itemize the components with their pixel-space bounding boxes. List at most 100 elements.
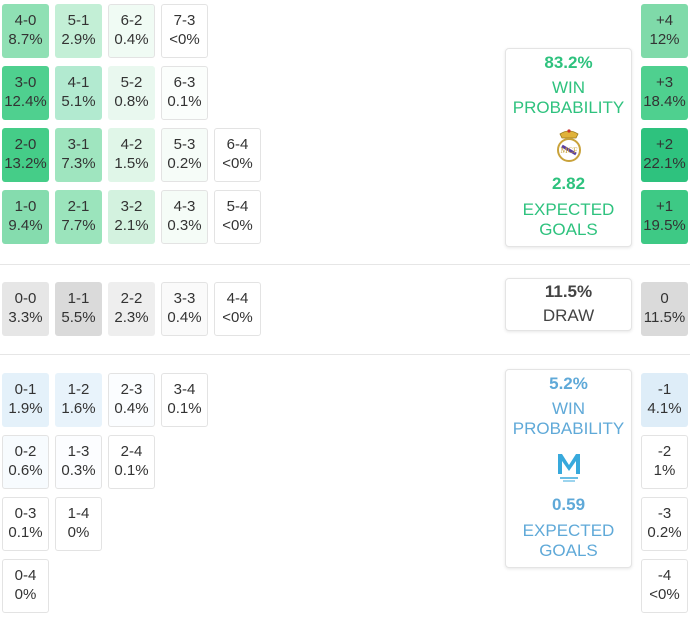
score-label: -3: [657, 505, 672, 523]
score-label: +3: [655, 74, 674, 92]
score-probability: 1%: [653, 462, 676, 479]
margin-cell: -2 1%: [641, 435, 688, 489]
score-label: 7-3: [173, 12, 196, 30]
score-label: 4-1: [67, 74, 90, 92]
score-label: 0-2: [14, 443, 37, 461]
score-label: 3-0: [14, 74, 37, 92]
score-cell: 5-4 <0%: [214, 190, 261, 244]
score-cell: 5-2 0.8%: [108, 66, 155, 120]
home-xg-value: 2.82: [551, 173, 586, 193]
score-label: 3-4: [173, 381, 196, 399]
score-probability: 7.7%: [61, 217, 96, 234]
score-probability: 22.1%: [643, 155, 686, 172]
score-probability: <0%: [222, 155, 253, 172]
score-label: 3-1: [67, 136, 90, 154]
score-label: 5-4: [226, 198, 249, 216]
score-label: +4: [655, 12, 674, 30]
score-label: 0-3: [14, 505, 37, 523]
score-cell: 1-2 1.6%: [55, 373, 102, 427]
score-probability: 1.5%: [114, 155, 149, 172]
margin-cell: 0 11.5%: [641, 282, 688, 336]
score-probability: 0.1%: [8, 524, 43, 541]
score-probability: 0.2%: [647, 524, 682, 541]
score-label: 2-1: [67, 198, 90, 216]
score-cell: 0-4 0%: [2, 559, 49, 613]
score-probability: 8.7%: [8, 31, 43, 48]
score-cell: 2-0 13.2%: [2, 128, 49, 182]
away-xg-label: EXPECTED GOALS: [523, 521, 615, 562]
score-probability: 5.5%: [61, 309, 96, 326]
score-label: 4-3: [173, 198, 196, 216]
score-label: 0: [660, 290, 669, 308]
score-probability: 0.1%: [114, 462, 149, 479]
divider-home-draw: [0, 264, 690, 265]
score-label: 1-0: [14, 198, 37, 216]
score-label: 5-2: [120, 74, 143, 92]
margin-cell: -3 0.2%: [641, 497, 688, 551]
score-cell: 0-1 1.9%: [2, 373, 49, 427]
score-probability: 2.1%: [114, 217, 149, 234]
score-probability: 5.1%: [61, 93, 96, 110]
score-label: 5-1: [67, 12, 90, 30]
score-cell: 4-4 <0%: [214, 282, 261, 336]
score-cell: 2-2 2.3%: [108, 282, 155, 336]
divider-draw-away: [0, 354, 690, 355]
score-label: -4: [657, 567, 672, 585]
away-xg-value: 0.59: [551, 494, 586, 514]
home-summary-card: 83.2% WIN PROBABILITY MCF 2.82 EXPECTED …: [505, 48, 632, 247]
score-label: 4-2: [120, 136, 143, 154]
score-label: -1: [657, 381, 672, 399]
score-cell: 2-3 0.4%: [108, 373, 155, 427]
score-label: 1-2: [67, 381, 90, 399]
home-win-pct: 83.2%: [544, 53, 593, 72]
score-probability: <0%: [649, 586, 680, 603]
score-probability: 0.4%: [114, 400, 149, 417]
score-probability: 0.3%: [167, 217, 202, 234]
score-probability: 9.4%: [8, 217, 43, 234]
score-probability: <0%: [222, 217, 253, 234]
score-label: 6-4: [226, 136, 249, 154]
margin-cell: -4 <0%: [641, 559, 688, 613]
score-probability: <0%: [169, 31, 200, 48]
score-cell: 6-2 0.4%: [108, 4, 155, 58]
score-probability: 12.4%: [4, 93, 47, 110]
home-win-label: WIN PROBABILITY: [513, 78, 624, 119]
draw-label: DRAW: [542, 306, 595, 326]
marseille-crest-icon: [554, 448, 584, 489]
score-cell: 4-2 1.5%: [108, 128, 155, 182]
score-label: 3-2: [120, 198, 143, 216]
score-cell: 0-3 0.1%: [2, 497, 49, 551]
score-probability: 7.3%: [61, 155, 96, 172]
home-xg-label: EXPECTED GOALS: [523, 200, 615, 241]
score-cell: 3-4 0.1%: [161, 373, 208, 427]
score-label: 2-0: [14, 136, 37, 154]
score-label: 4-0: [14, 12, 37, 30]
draw-pct: 11.5%: [544, 282, 593, 302]
score-cell: 2-1 7.7%: [55, 190, 102, 244]
away-win-label-line2: PROBABILITY: [512, 419, 625, 439]
away-win-label-line1: WIN: [551, 399, 586, 418]
score-cell: 2-4 0.1%: [108, 435, 155, 489]
score-probability: <0%: [222, 309, 253, 326]
svg-text:MCF: MCF: [560, 146, 577, 155]
margin-cell: +4 12%: [641, 4, 688, 58]
score-cell: 3-0 12.4%: [2, 66, 49, 120]
score-cell: 4-1 5.1%: [55, 66, 102, 120]
score-label: 0-1: [14, 381, 37, 399]
score-probability: 0.1%: [167, 93, 202, 110]
real-madrid-crest-icon: MCF: [554, 127, 584, 168]
home-win-label-line2: PROBABILITY: [512, 98, 625, 118]
score-cell: 4-3 0.3%: [161, 190, 208, 244]
score-cell: 1-3 0.3%: [55, 435, 102, 489]
away-summary-card: 5.2% WIN PROBABILITY 0.59 EXPECTED GOALS: [505, 369, 632, 568]
score-probability: 11.5%: [643, 309, 686, 326]
score-probability: 0.1%: [167, 400, 202, 417]
score-label: 1-1: [67, 290, 90, 308]
score-label: 1-3: [67, 443, 90, 461]
away-xg-label-line1: EXPECTED: [522, 520, 615, 540]
score-label: 3-3: [173, 290, 196, 308]
margin-cell: +2 22.1%: [641, 128, 688, 182]
margin-cell: -1 4.1%: [641, 373, 688, 427]
margin-cell: +1 19.5%: [641, 190, 688, 244]
away-xg-label-line2: GOALS: [539, 541, 598, 561]
